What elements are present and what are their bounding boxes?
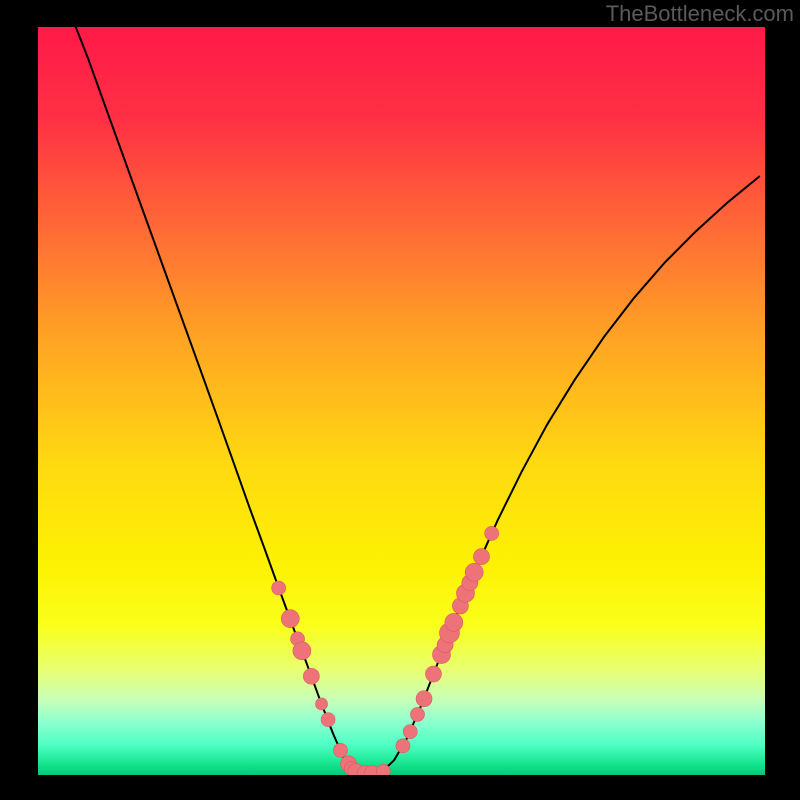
data-marker <box>410 707 424 721</box>
data-marker <box>403 725 417 739</box>
data-marker <box>281 610 299 628</box>
data-marker <box>303 668 319 684</box>
data-marker <box>485 526 499 540</box>
data-marker <box>316 698 328 710</box>
data-marker <box>376 764 390 775</box>
watermark-text: TheBottleneck.com <box>606 1 794 27</box>
data-marker <box>396 739 410 753</box>
chart-plot-area <box>38 27 765 775</box>
chart-background-gradient <box>38 27 765 775</box>
data-marker <box>272 581 286 595</box>
chart-svg <box>38 27 765 775</box>
data-marker <box>416 691 432 707</box>
data-marker <box>321 713 335 727</box>
data-marker <box>333 743 347 757</box>
data-marker <box>425 666 441 682</box>
data-marker <box>445 613 463 631</box>
data-marker <box>465 563 483 581</box>
data-marker <box>293 642 311 660</box>
data-marker <box>473 549 489 565</box>
